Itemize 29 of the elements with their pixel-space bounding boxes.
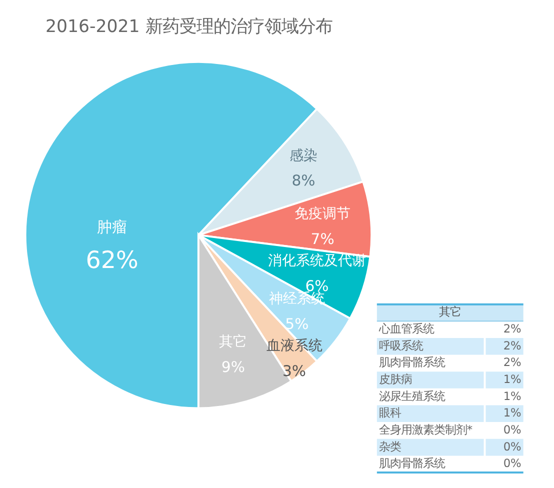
slice-label: 感染 — [289, 148, 318, 164]
data-label: 8% — [292, 172, 316, 190]
chart-title: 2016-2021 新药受理的治疗领域分布 — [46, 16, 332, 37]
data-label: 1% — [503, 406, 522, 420]
slice-label: 肿瘤 — [97, 219, 128, 236]
category-label: 杂类 — [378, 439, 401, 454]
data-label: 62% — [86, 246, 138, 274]
slice-label: 血液系统 — [266, 338, 322, 354]
data-label: 0% — [503, 456, 522, 470]
data-label: 2% — [503, 338, 522, 352]
category-label: 心血管系统 — [378, 322, 434, 336]
category-label: 肌肉骨骼系统 — [378, 355, 445, 370]
category-label: 皮肤病 — [378, 372, 412, 386]
data-label: 2% — [503, 322, 522, 336]
category-label: 眼科 — [378, 406, 401, 420]
category-label: 呼吸系统 — [378, 338, 423, 352]
data-label: 2% — [503, 355, 522, 370]
data-label: 0% — [503, 439, 522, 454]
category-label: 肌肉骨骼系统 — [378, 456, 445, 470]
data-label: 0% — [503, 422, 522, 436]
data-label: 7% — [310, 230, 334, 248]
category-label: 全身用激素类制剂* — [378, 422, 473, 436]
data-label: 1% — [503, 372, 522, 386]
category-label: 泌尿生殖系统 — [378, 388, 445, 403]
data-label: 3% — [282, 362, 306, 380]
text: 其它 — [439, 304, 462, 319]
slice-label: 免疫调节 — [294, 206, 351, 222]
data-label: 5% — [285, 316, 309, 333]
data-label: 1% — [503, 388, 522, 403]
